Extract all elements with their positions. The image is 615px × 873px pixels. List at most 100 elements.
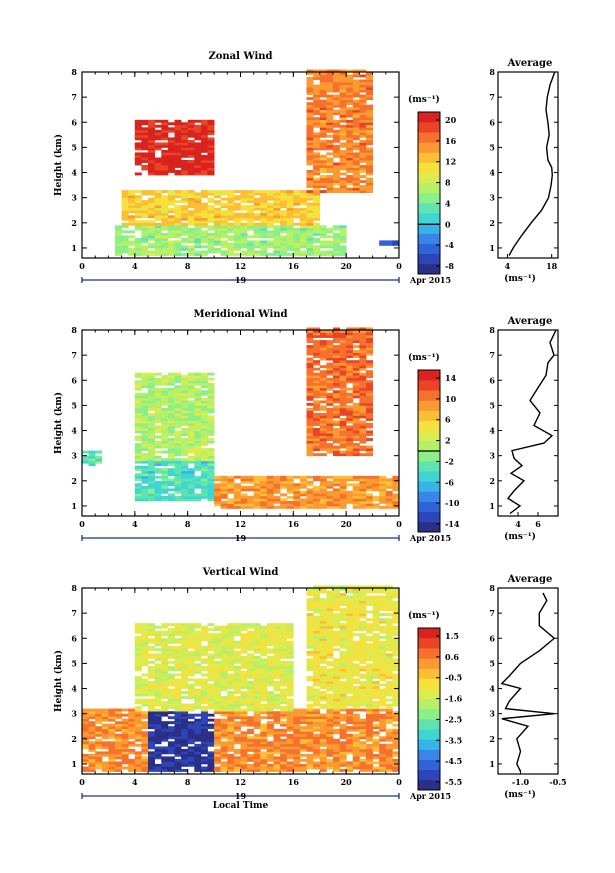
- average-x-tick-label: 4: [515, 519, 521, 529]
- heatmap-cell: [286, 478, 294, 482]
- heatmap-cell: [326, 751, 334, 755]
- heatmap-cell: [346, 500, 354, 504]
- heatmap-cell: [247, 665, 255, 669]
- heatmap-cell: [339, 478, 347, 482]
- heatmap-cell: [121, 207, 129, 211]
- heatmap-cell: [194, 718, 202, 722]
- heatmap-cell: [194, 761, 202, 765]
- heatmap-cell: [194, 655, 202, 659]
- heatmap-cell: [148, 668, 155, 672]
- heatmap-cell: [128, 220, 136, 224]
- heatmap-cell: [233, 711, 241, 715]
- heatmap-cell: [359, 493, 367, 497]
- heatmap-cell: [134, 706, 142, 709]
- heatmap-cell: [326, 748, 334, 752]
- heatmap-cell: [128, 731, 136, 735]
- heatmap-cell: [253, 688, 261, 692]
- heatmap-cell: [233, 681, 241, 684]
- heatmap-cell: [148, 119, 155, 123]
- heatmap-cell: [333, 475, 340, 479]
- colorbar-swatch: [418, 152, 440, 163]
- heatmap-cell: [306, 82, 314, 85]
- heatmap-cell: [333, 347, 340, 351]
- heatmap-cell: [339, 245, 347, 249]
- heatmap-cell: [326, 177, 334, 181]
- heatmap-cell: [333, 330, 340, 333]
- heatmap-cell: [194, 723, 202, 727]
- heatmap-cell: [313, 590, 321, 594]
- heatmap-cell: [260, 743, 268, 747]
- heatmap-cell: [200, 139, 208, 143]
- heatmap-cell: [181, 478, 189, 482]
- heatmap-cell: [366, 445, 373, 449]
- heatmap-cell: [187, 202, 195, 206]
- heatmap-cell: [333, 367, 340, 371]
- heatmap-cell: [227, 683, 235, 687]
- heatmap-cell: [207, 463, 215, 467]
- heatmap-cell: [339, 355, 347, 358]
- heatmap-cell: [346, 483, 354, 487]
- heatmap-cell: [154, 701, 162, 704]
- heatmap-cell: [181, 686, 189, 689]
- heatmap-cell: [319, 385, 327, 389]
- heatmap-cell: [181, 170, 189, 173]
- heatmap-cell: [313, 190, 321, 193]
- heatmap-cell: [306, 668, 314, 672]
- heatmap-cell: [253, 673, 261, 677]
- heatmap-cell: [214, 693, 222, 697]
- heatmap-cell: [273, 210, 281, 214]
- heatmap-cell: [154, 635, 162, 639]
- heatmap-cell: [339, 167, 347, 171]
- heatmap-cell: [121, 743, 129, 747]
- heatmap-cell: [306, 172, 314, 176]
- heatmap-cell: [115, 245, 122, 249]
- heatmap-cell: [326, 718, 334, 722]
- heatmap-cell: [253, 232, 261, 236]
- heatmap-cell: [174, 640, 182, 644]
- heatmap-cell: [359, 104, 367, 108]
- heatmap-cell: [346, 751, 354, 755]
- heatmap-cell: [299, 190, 307, 193]
- heatmap-cell: [187, 124, 195, 128]
- heatmap-cell: [194, 483, 202, 487]
- heatmap-cell: [333, 433, 340, 436]
- heatmap-cell: [207, 623, 215, 627]
- heatmap-cell: [260, 645, 268, 649]
- heatmap-cell: [260, 483, 268, 487]
- heatmap-cell: [273, 643, 281, 647]
- heatmap-cell: [194, 418, 202, 421]
- heatmap-cell: [293, 483, 301, 487]
- heatmap-cell: [339, 165, 347, 168]
- heatmap-cell: [227, 738, 235, 742]
- heatmap-cell: [339, 187, 347, 191]
- heatmap-cell: [187, 458, 195, 462]
- heatmap-cell: [306, 387, 314, 391]
- heatmap-cell: [233, 490, 241, 494]
- heatmap-cell: [200, 167, 208, 171]
- heatmap-cell: [286, 488, 294, 492]
- heatmap-cell: [167, 711, 175, 715]
- heatmap-cell: [200, 693, 208, 697]
- heatmap-cell: [333, 415, 340, 419]
- heatmap-cell: [200, 493, 208, 497]
- heatmap-cell: [220, 723, 228, 727]
- heatmap-cell: [346, 435, 354, 439]
- heatmap-cell: [333, 643, 340, 647]
- heatmap-cell: [161, 227, 169, 231]
- heatmap-cell: [187, 483, 195, 487]
- average-title: Average: [507, 316, 553, 327]
- heatmap-cell: [313, 503, 321, 507]
- heatmap-cell: [161, 215, 169, 219]
- heatmap-cell: [207, 480, 215, 484]
- heatmap-cell: [306, 232, 314, 236]
- heatmap-cell: [181, 713, 189, 717]
- heatmap-cell: [207, 696, 215, 699]
- heatmap-cell: [148, 235, 155, 239]
- heatmap-cell: [194, 701, 202, 704]
- heatmap-cell: [359, 355, 367, 358]
- heatmap-cell: [366, 170, 373, 173]
- heatmap-cell: [187, 200, 195, 204]
- heatmap-cell: [207, 242, 215, 246]
- heatmap-cell: [260, 242, 268, 246]
